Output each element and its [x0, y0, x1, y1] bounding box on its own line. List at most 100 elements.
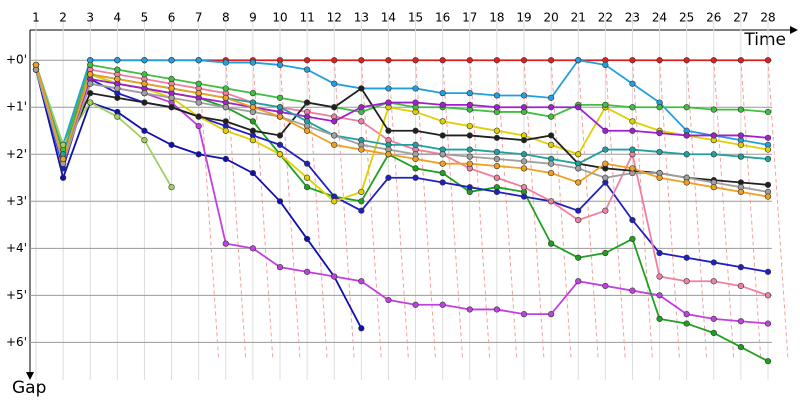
data-point — [222, 59, 229, 66]
data-point — [439, 118, 446, 125]
data-point — [439, 179, 446, 186]
data-point — [222, 155, 229, 163]
data-point — [602, 146, 609, 153]
data-point — [737, 57, 744, 64]
data-point — [520, 193, 528, 200]
y-axis-label: Gap — [12, 378, 46, 398]
data-point — [764, 181, 772, 188]
x-tick-label: 24 — [652, 11, 667, 25]
data-point — [385, 127, 392, 134]
data-point — [222, 118, 229, 125]
data-point — [195, 151, 202, 158]
data-point — [683, 320, 690, 327]
data-point — [493, 148, 500, 156]
data-point — [764, 57, 772, 64]
data-point — [412, 85, 419, 92]
data-point — [602, 61, 609, 69]
data-point — [575, 165, 582, 172]
data-point — [493, 104, 500, 111]
data-point — [304, 235, 311, 243]
data-point — [629, 217, 636, 224]
data-point — [331, 118, 338, 125]
data-point — [710, 151, 717, 158]
x-tick-label: 2 — [59, 11, 67, 25]
lap-guide — [740, 59, 762, 361]
data-point — [304, 66, 311, 73]
data-point — [656, 273, 663, 280]
data-point — [764, 193, 772, 200]
data-point — [602, 160, 609, 167]
data-point — [141, 71, 148, 78]
data-point — [331, 132, 338, 139]
data-point — [114, 113, 121, 120]
lap-guide — [306, 59, 328, 361]
series-line — [35, 64, 769, 273]
data-point — [575, 104, 582, 111]
data-point — [168, 57, 175, 64]
x-tick-label: 18 — [489, 11, 504, 25]
lap-guide — [550, 59, 572, 361]
data-point — [358, 198, 365, 205]
data-point — [683, 57, 690, 64]
data-point — [358, 118, 365, 125]
lap-guide — [604, 59, 626, 361]
data-point — [493, 306, 500, 313]
data-point — [412, 301, 419, 308]
data-point — [276, 141, 284, 148]
data-point — [629, 235, 636, 243]
data-point — [629, 127, 636, 134]
data-point — [249, 137, 256, 144]
data-point — [331, 104, 338, 111]
data-point — [520, 311, 528, 318]
data-point — [493, 174, 500, 181]
lap-guide — [767, 59, 789, 361]
x-tick-label: 6 — [168, 11, 176, 25]
data-point — [548, 240, 555, 247]
data-point — [385, 85, 392, 92]
data-point — [466, 132, 473, 139]
data-point — [304, 160, 311, 167]
data-point — [141, 90, 148, 97]
lap-guide — [198, 59, 220, 361]
data-point — [87, 71, 94, 78]
lap-guide — [225, 59, 247, 361]
data-point — [656, 174, 663, 181]
x-tick-label: 23 — [625, 11, 640, 25]
data-point — [466, 146, 473, 153]
data-point — [656, 130, 663, 137]
y-tick-label: +2' — [6, 147, 27, 161]
x-tick-label: 8 — [222, 11, 230, 25]
data-point — [114, 66, 121, 73]
data-point — [737, 188, 744, 195]
data-point — [710, 259, 717, 266]
data-point — [358, 207, 365, 214]
data-point — [168, 104, 175, 111]
data-point — [249, 127, 256, 134]
y-tick-label: +0' — [6, 53, 27, 67]
data-point — [737, 282, 744, 290]
data-point — [385, 57, 392, 64]
data-point — [764, 155, 772, 163]
series-line — [35, 64, 769, 198]
data-point — [575, 207, 582, 214]
data-point — [764, 108, 772, 116]
data-point — [358, 57, 365, 64]
data-point — [412, 141, 419, 148]
data-point — [683, 104, 690, 111]
data-point — [385, 99, 392, 106]
data-point — [656, 249, 663, 257]
data-point — [331, 141, 338, 148]
data-point — [276, 151, 284, 158]
data-point — [141, 99, 148, 106]
x-tick-label: 11 — [299, 11, 314, 25]
data-point — [493, 134, 500, 141]
data-point — [737, 153, 744, 160]
x-tick-label: 17 — [462, 11, 477, 25]
data-point — [602, 174, 609, 181]
data-point — [304, 57, 311, 64]
x-tick-label: 9 — [249, 11, 257, 25]
x-tick-label: 3 — [86, 11, 94, 25]
data-point — [168, 85, 175, 92]
y-tick-label: +6' — [6, 335, 27, 349]
data-point — [520, 184, 528, 191]
